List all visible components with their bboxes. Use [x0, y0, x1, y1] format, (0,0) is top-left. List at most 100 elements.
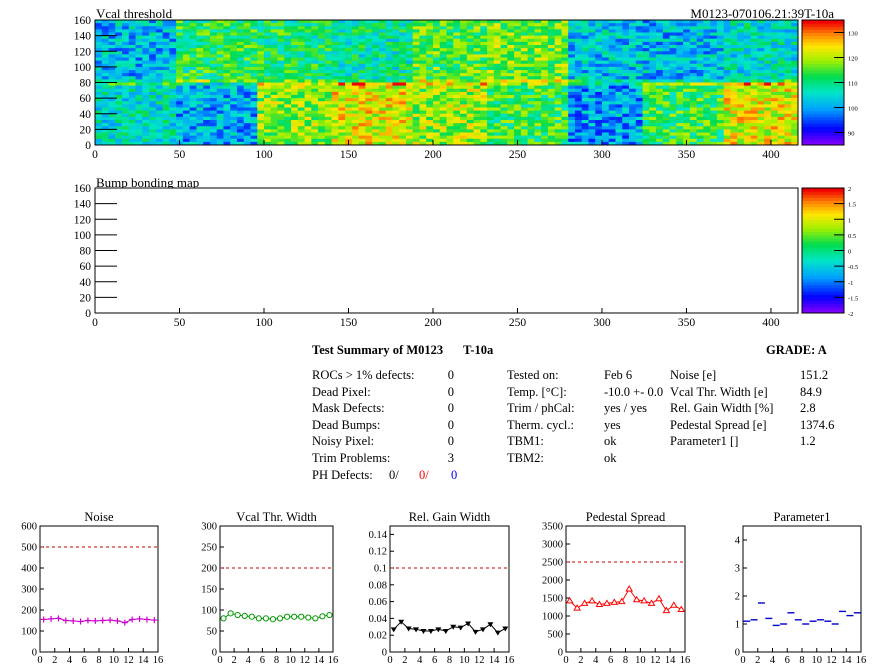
heatmap-cell — [399, 79, 407, 83]
data-point — [603, 599, 611, 606]
heatmap-cell — [764, 35, 772, 40]
heatmap-cell — [574, 88, 583, 93]
heatmap-cell — [656, 85, 664, 90]
heatmap-cell — [209, 85, 218, 90]
heatmap-cell — [196, 76, 204, 80]
heatmap-cell — [547, 85, 556, 90]
heatmap-cell — [534, 116, 542, 121]
heatmap-cell — [710, 38, 718, 43]
heatmap-cell — [291, 29, 299, 33]
data-point — [617, 597, 626, 605]
heatmap-cell — [426, 79, 434, 83]
heatmap-cell — [223, 23, 231, 27]
heatmap-cell — [223, 79, 231, 83]
heatmap-cell — [547, 20, 556, 24]
heatmap-cell — [743, 126, 752, 130]
heatmap-cell — [757, 20, 765, 24]
heatmap-cell — [223, 54, 231, 58]
colorbar-cell — [802, 206, 844, 211]
heatmap-cell — [561, 26, 569, 30]
heatmap-cell — [291, 91, 299, 96]
heatmap-cell — [520, 98, 529, 102]
heatmap-cell — [439, 45, 447, 49]
condition-label: Therm. cycl.: — [507, 417, 574, 432]
heatmap-cell — [568, 110, 576, 115]
heatmap-cell — [784, 60, 792, 65]
heatmap-cell — [547, 66, 556, 71]
heatmap-cell — [574, 82, 583, 87]
heatmap-cell — [743, 48, 752, 52]
heatmap-cell — [257, 95, 265, 99]
heatmap-cell — [446, 95, 454, 99]
heatmap-cell — [162, 123, 170, 127]
heatmap-cell — [216, 82, 224, 87]
heatmap-cell — [480, 104, 488, 108]
heatmap-cell — [622, 66, 630, 71]
heatmap-cell — [547, 48, 556, 52]
heatmap-cell — [696, 66, 704, 71]
heatmap-cell — [514, 60, 522, 65]
heatmap-cell — [155, 45, 163, 49]
heatmap-cell — [95, 35, 103, 40]
heatmap-cell — [541, 23, 549, 27]
heatmap-cell — [615, 45, 623, 49]
heatmap-cell — [487, 126, 495, 130]
heatmap-cell — [101, 95, 109, 99]
heatmap-cell — [635, 129, 643, 133]
heatmap-cell — [311, 32, 319, 37]
heatmap-cell — [453, 35, 461, 40]
heatmap-cell — [473, 57, 481, 62]
heatmap-cell — [203, 129, 211, 133]
heatmap-cell — [547, 123, 556, 127]
heatmap-cell — [791, 91, 799, 96]
colorbar-cell — [802, 35, 844, 40]
heatmap-cell — [487, 123, 495, 127]
heatmap-cell — [770, 107, 779, 112]
heatmap-cell — [764, 38, 772, 43]
heatmap-cell — [480, 60, 488, 65]
heatmap-cell — [554, 141, 562, 146]
heatmap-cell — [426, 85, 434, 90]
heatmap-cell — [365, 138, 373, 143]
heatmap-cell — [243, 38, 251, 43]
heatmap-cell — [568, 123, 576, 127]
heatmap-cell — [520, 20, 529, 24]
heatmap-cell — [683, 85, 691, 90]
heatmap-cell — [115, 63, 123, 68]
heatmap-cell — [419, 73, 427, 77]
heatmap-cell — [426, 76, 434, 80]
heatmap-cell — [169, 76, 177, 80]
data-point — [107, 617, 114, 624]
x-tick-label: 0 — [387, 655, 392, 666]
heatmap-cell — [480, 110, 488, 115]
heatmap-cell — [412, 76, 420, 80]
heatmap-cell — [500, 63, 508, 68]
heatmap-cell — [372, 51, 380, 55]
heatmap-cell — [656, 98, 664, 102]
heatmap-cell — [162, 29, 170, 33]
heatmap-cell — [95, 116, 103, 121]
heatmap-cell — [216, 63, 224, 68]
heatmap-cell — [662, 101, 670, 105]
heatmap-cell — [777, 23, 785, 27]
y-tick-label: 250 — [201, 543, 217, 554]
heatmap-cell — [101, 35, 109, 40]
heatmap-cell — [466, 132, 474, 137]
heatmap-cell — [439, 141, 447, 146]
heatmap-cell — [243, 45, 251, 49]
heatmap-cell — [743, 98, 752, 102]
x-tick-label: 300 — [593, 317, 611, 329]
heatmap-cell — [649, 110, 657, 115]
heatmap-cell — [304, 91, 312, 96]
heatmap-cell — [514, 126, 522, 130]
heatmap-cell — [683, 41, 691, 46]
heatmap-cell — [351, 85, 360, 90]
heatmap-cell — [365, 66, 373, 71]
heatmap-cell — [209, 113, 218, 118]
heatmap-cell — [358, 41, 366, 46]
heatmap-cell — [656, 38, 664, 43]
heatmap-cell — [723, 51, 731, 55]
x-tick-label: 8 — [274, 655, 279, 666]
heatmap-cell — [777, 116, 785, 121]
heatmap-cell — [453, 95, 461, 99]
